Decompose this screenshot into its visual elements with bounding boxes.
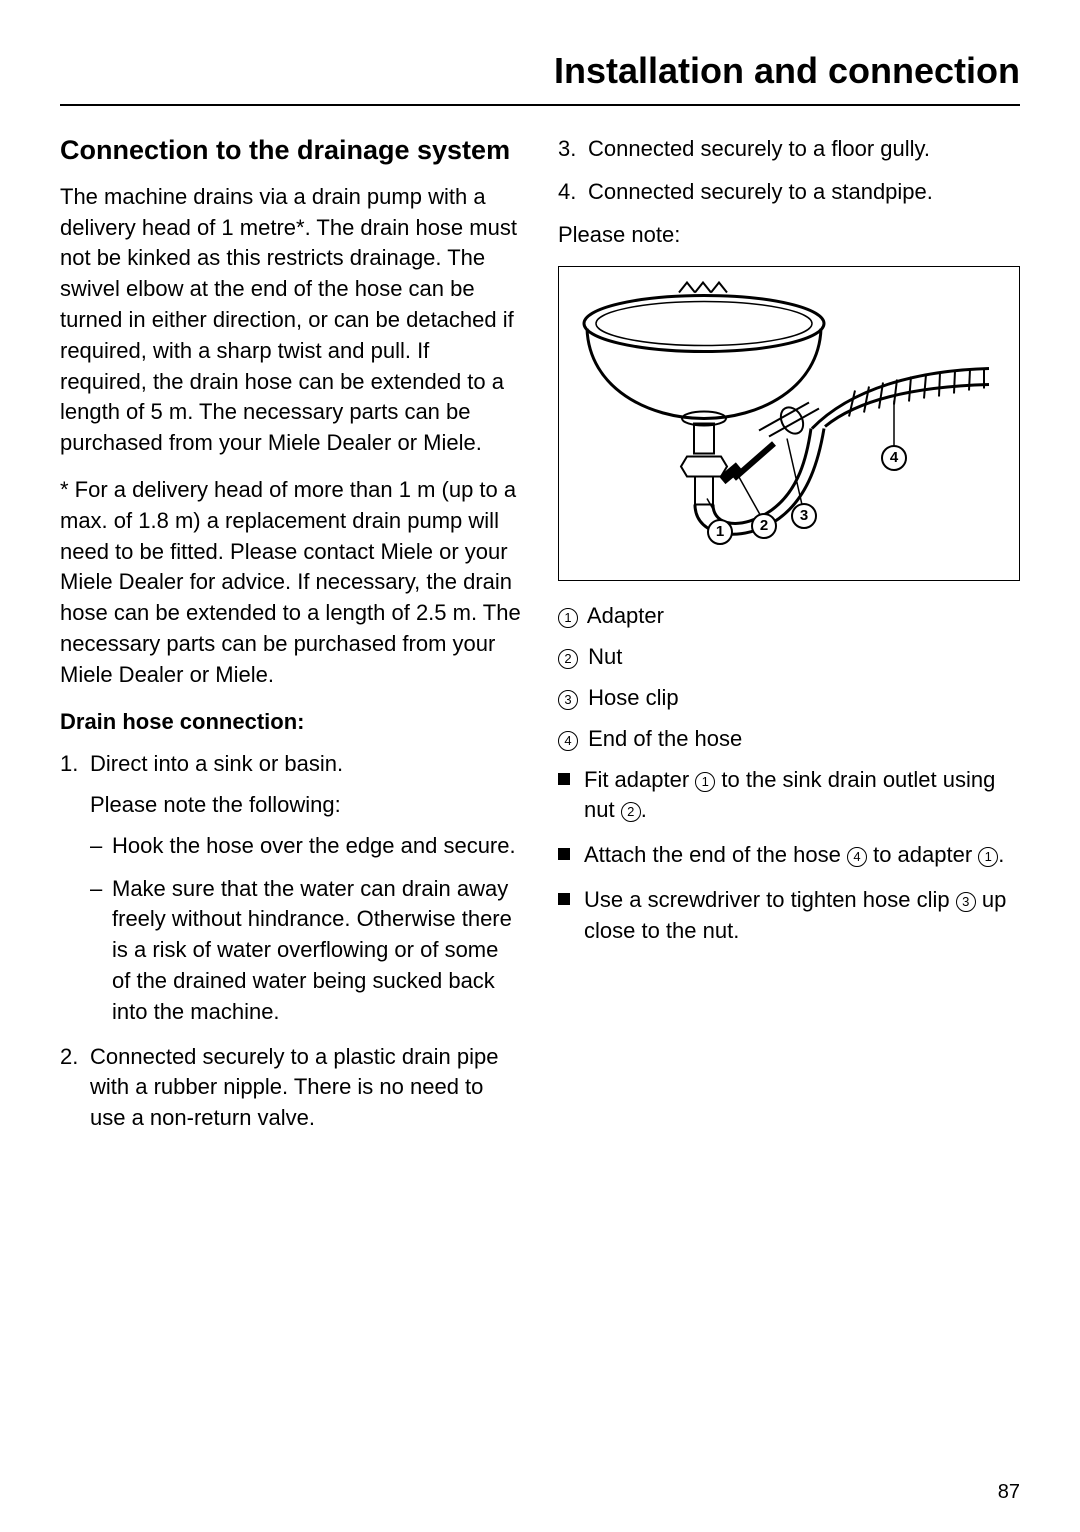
list-item-3: 3. Connected securely to a floor gully. (558, 134, 1020, 165)
left-column: Connection to the drainage system The ma… (60, 134, 522, 1148)
legend-2-text: Nut (588, 644, 622, 669)
legend-4-text: End of the hose (588, 726, 742, 751)
dash-item-1: Hook the hose over the edge and secure. (90, 831, 522, 862)
instr2-a: Attach the end of the hose (584, 842, 847, 867)
instr2-c: . (998, 842, 1004, 867)
list-item-2: Connected securely to a plastic drain pi… (60, 1042, 522, 1134)
legend-2: 2 Nut (558, 642, 1020, 673)
drain-diagram: 1 2 3 4 (558, 266, 1020, 581)
instruction-2: Attach the end of the hose 4 to adapter … (558, 840, 1020, 871)
list-item-4: 4. Connected securely to a standpipe. (558, 177, 1020, 208)
instr1-n2: 2 (621, 802, 641, 822)
list-item-1: Direct into a sink or basin. Please note… (60, 749, 522, 1027)
legend-1-text: Adapter (587, 603, 664, 628)
right-column: 3. Connected securely to a floor gully. … (558, 134, 1020, 1148)
content-columns: Connection to the drainage system The ma… (60, 134, 1020, 1148)
instruction-list: Fit adapter 1 to the sink drain outlet u… (558, 765, 1020, 947)
section-heading: Connection to the drainage system (60, 134, 522, 168)
list-item-4-text: Connected securely to a standpipe. (588, 179, 933, 204)
legend-2-num: 2 (558, 649, 578, 669)
instr1-a: Fit adapter (584, 767, 695, 792)
page-number: 87 (998, 1481, 1020, 1504)
legend-3-num: 3 (558, 690, 578, 710)
list-num-3: 3. (558, 134, 576, 165)
dash-item-2: Make sure that the water can drain away … (90, 874, 522, 1028)
paragraph-2: * For a delivery head of more than 1 m (… (60, 475, 522, 691)
instr2-n1: 4 (847, 847, 867, 867)
instruction-1: Fit adapter 1 to the sink drain outlet u… (558, 765, 1020, 827)
list-num-4: 4. (558, 177, 576, 208)
instruction-3: Use a screwdriver to tighten hose clip 3… (558, 885, 1020, 947)
instr3-a: Use a screwdriver to tighten hose clip (584, 887, 956, 912)
please-note: Please note: (558, 220, 1020, 251)
page-title: Installation and connection (60, 50, 1020, 106)
legend-3: 3 Hose clip (558, 683, 1020, 714)
legend-3-text: Hose clip (588, 685, 678, 710)
list-item-1-text: Direct into a sink or basin. (90, 751, 343, 776)
instr2-b: to adapter (867, 842, 978, 867)
instr3-n1: 3 (956, 892, 976, 912)
legend-4: 4 End of the hose (558, 724, 1020, 755)
legend-4-num: 4 (558, 731, 578, 751)
right-list: 3. Connected securely to a floor gully. … (558, 134, 1020, 208)
legend-1: 1 Adapter (558, 601, 1020, 632)
list-item-3-text: Connected securely to a floor gully. (588, 136, 930, 161)
instr1-n1: 1 (695, 772, 715, 792)
dash-list: Hook the hose over the edge and secure. … (90, 831, 522, 1028)
legend-1-num: 1 (558, 608, 578, 628)
sub-heading: Drain hose connection: (60, 707, 522, 738)
instr1-c: . (641, 797, 647, 822)
instr2-n2: 1 (978, 847, 998, 867)
paragraph-1: The machine drains via a drain pump with… (60, 182, 522, 459)
drain-diagram-svg (559, 267, 1019, 580)
drain-connection-list: Direct into a sink or basin. Please note… (60, 749, 522, 1134)
list-item-1-note: Please note the following: (90, 790, 522, 821)
